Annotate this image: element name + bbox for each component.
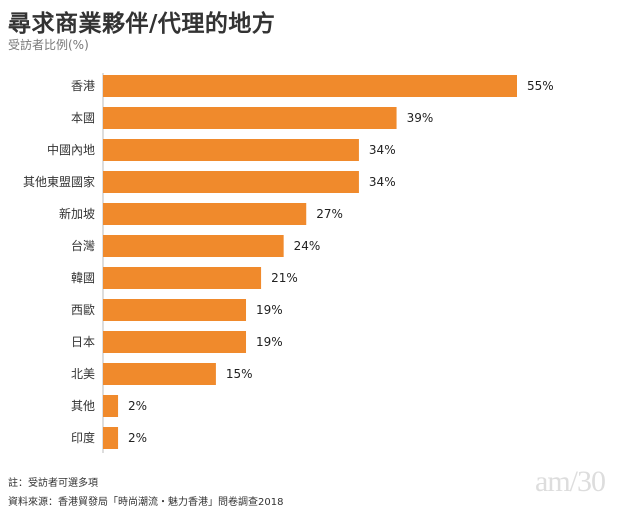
value-label: 27% [316, 207, 343, 221]
chart-title: 尋求商業夥伴/代理的地方 [8, 11, 276, 37]
category-label: 台灣 [71, 238, 95, 253]
category-label: 西歐 [71, 302, 95, 317]
category-label: 印度 [71, 430, 95, 445]
chart-note: 註：受訪者可選多項 [8, 478, 98, 489]
bar [103, 363, 216, 385]
bar [103, 235, 284, 257]
value-label: 55% [527, 79, 554, 93]
bar [103, 427, 119, 449]
category-label: 本國 [71, 111, 95, 125]
value-label: 19% [256, 335, 283, 349]
value-label: 2% [128, 431, 147, 445]
bar [103, 331, 247, 353]
bar [103, 203, 307, 225]
category-label: 日本 [71, 335, 95, 349]
category-label: 香港 [71, 79, 95, 93]
value-label: 19% [256, 303, 283, 317]
bar [103, 299, 247, 321]
bar [103, 171, 359, 193]
value-label: 15% [226, 367, 253, 381]
value-label: 39% [407, 111, 434, 125]
category-label: 其他東盟國家 [23, 174, 95, 189]
category-label: 韓國 [71, 271, 95, 285]
category-label: 新加坡 [59, 206, 95, 221]
category-label: 中國內地 [47, 142, 95, 157]
bar [103, 139, 359, 161]
category-label: 北美 [71, 367, 95, 381]
value-label: 2% [128, 399, 147, 413]
bar [103, 267, 262, 289]
value-label: 34% [369, 143, 396, 157]
y-axis-label: 受訪者比例(%) [8, 38, 89, 52]
watermark-logo: am/30 [535, 465, 606, 498]
value-label: 24% [294, 239, 321, 253]
value-label: 34% [369, 175, 396, 189]
category-label: 其他 [71, 399, 95, 413]
bar [103, 107, 397, 129]
bar [103, 395, 119, 417]
chart-source: 資料來源：香港貿發局「時尚潮流・魅力香港」問卷調查2018 [8, 497, 284, 508]
bar-chart: 香港 55% 本國 39% 中國內地 34% 其他東盟國家 34% 新加坡 27% 台灣 24% 韓國 2… [23, 73, 554, 453]
bar [103, 75, 517, 97]
value-label: 21% [271, 271, 298, 285]
